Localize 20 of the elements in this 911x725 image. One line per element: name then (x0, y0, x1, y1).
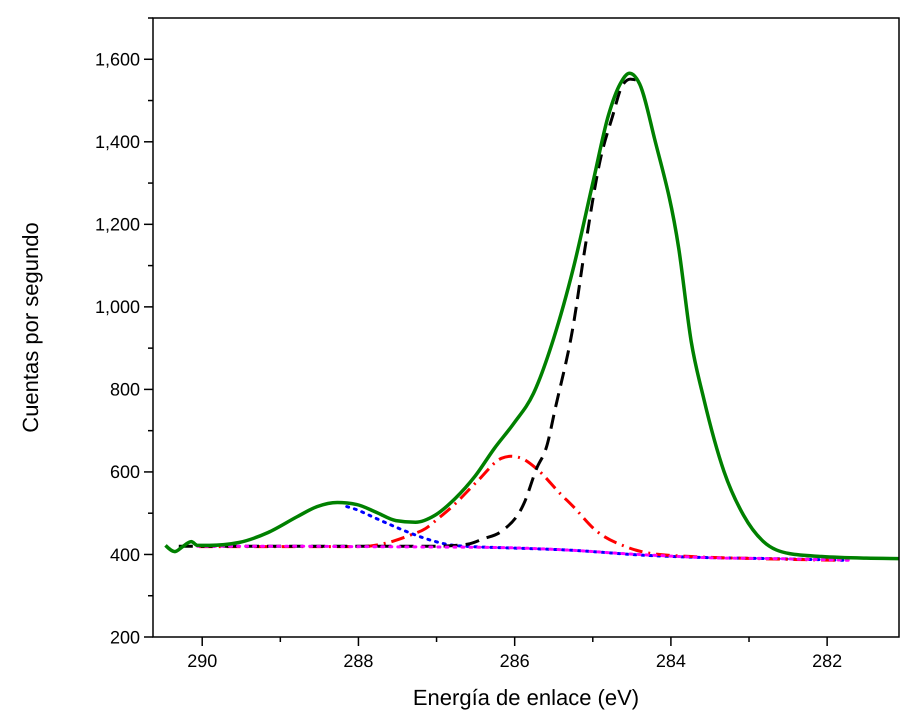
y-tick-label: 200 (110, 627, 140, 648)
y-tick-label: 1,400 (94, 132, 140, 152)
x-axis-title: Energía de enlace (eV) (412, 685, 640, 710)
y-tick-label: 1,200 (94, 214, 140, 235)
x-tick-label: 288 (343, 651, 374, 671)
x-tick-label: 282 (812, 651, 842, 671)
x-tick-label: 284 (656, 651, 686, 671)
line-series (345, 505, 844, 562)
x-tick-label: 286 (500, 651, 530, 671)
y-tick-label: 600 (110, 462, 140, 482)
line-series (196, 544, 850, 562)
line-series (164, 72, 901, 560)
y-tick-label: 800 (110, 380, 140, 400)
line-series (198, 454, 836, 562)
y-tick-label: 1,000 (94, 297, 140, 318)
y-tick-label: 400 (110, 544, 140, 565)
y-axis-title: Cuentas por segundo (18, 222, 43, 433)
y-tick-label: 1,600 (94, 50, 140, 70)
x-tick-label: 290 (187, 651, 218, 671)
line-series (177, 78, 638, 548)
